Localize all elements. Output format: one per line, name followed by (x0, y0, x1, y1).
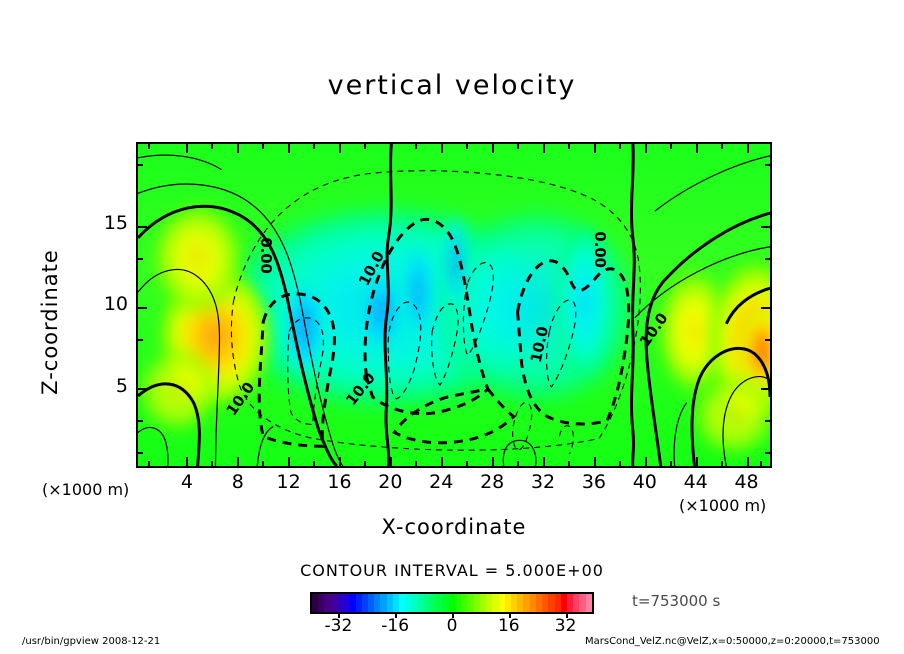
colorbar-swatch (566, 594, 574, 612)
colorbar-swatch (436, 594, 443, 612)
y-axis-title: Z-coordinate (38, 249, 62, 395)
colorbar-swatch (529, 594, 536, 612)
colorbar-swatch (560, 594, 567, 612)
colorbar-swatch (473, 594, 480, 612)
colorbar-swatch (542, 594, 549, 612)
colorbar-swatch (361, 594, 368, 612)
colorbar-swatch (380, 594, 387, 612)
colorbar-swatch (374, 594, 381, 612)
colorbar-swatch (330, 594, 337, 612)
colorbar-swatch (417, 594, 424, 612)
colorbar-tick-label-32: 32 (554, 616, 577, 636)
footer-dataset: MarsCond_VelZ.nc@VelZ,x=0:50000,z=0:2000… (585, 636, 880, 647)
colorbar-swatch (442, 594, 449, 612)
x-axis-unit-left: (×1000 m) (42, 480, 130, 499)
x-axis-unit-right: (×1000 m) (679, 496, 767, 515)
colorbar-swatch (324, 594, 331, 612)
colorbar-swatch (392, 594, 400, 612)
colorbar-swatch (411, 594, 418, 612)
colorbar-swatch (367, 594, 375, 612)
colorbar-swatch (535, 594, 543, 612)
colorbar-gradient[interactable] (310, 592, 594, 614)
colorbar-swatch (585, 594, 592, 612)
x-tick-label-40: 40 (632, 471, 657, 493)
colorbar-swatch (405, 594, 412, 612)
colorbar-tick (565, 614, 568, 618)
colorbar-swatch (517, 594, 524, 612)
x-tick-label-16: 16 (327, 471, 352, 493)
x-tick-label-32: 32 (530, 471, 556, 493)
colorbar-swatch (504, 594, 511, 612)
colorbar[interactable]: -32 -16 0 16 32 (310, 592, 594, 636)
colorbar-swatch (511, 594, 518, 612)
y-tick-label-15: 15 (103, 211, 128, 234)
colorbar-swatch (467, 594, 474, 612)
colorbar-tick-label--32: -32 (324, 616, 353, 636)
colorbar-tick (395, 614, 398, 618)
colorbar-swatch (312, 594, 319, 612)
contour-interval-caption: CONTOUR INTERVAL = 5.000E+00 (300, 561, 604, 580)
time-annotation: t=753000 s (632, 592, 721, 610)
colorbar-swatch (349, 594, 356, 612)
colorbar-swatch (548, 594, 555, 612)
x-tick-label-48: 48 (734, 471, 759, 493)
colorbar-swatch (579, 594, 586, 612)
x-axis-title: X-coordinate (381, 515, 527, 539)
x-tick-label-24: 24 (429, 471, 454, 493)
contour-value-label: 0.00 (257, 237, 275, 274)
colorbar-tick-label-16: 16 (497, 616, 520, 636)
colorbar-swatch (486, 594, 493, 612)
contour-value-label: 0.00 (591, 231, 609, 268)
contour-plot-area[interactable]: 0.00 10.0 10.0 10.0 0.00 10.0 10.0 (136, 142, 772, 468)
x-tick-label-4: 4 (180, 471, 193, 493)
x-tick-label-20: 20 (378, 471, 403, 493)
page-title: vertical velocity (327, 70, 577, 101)
colorbar-swatch (318, 594, 325, 612)
colorbar-swatch (430, 594, 437, 612)
colorbar-tick (452, 614, 454, 618)
colorbar-swatch (355, 594, 362, 612)
colorbar-swatch (423, 594, 431, 612)
colorbar-tick (338, 614, 341, 618)
colorbar-tick (508, 614, 511, 618)
colorbar-swatch (399, 594, 406, 612)
y-tick-label-5: 5 (115, 374, 128, 397)
colorbar-swatch (523, 594, 530, 612)
colorbar-swatch (455, 594, 462, 612)
x-tick-label-28: 28 (480, 471, 505, 493)
colorbar-swatch (343, 594, 350, 612)
colorbar-swatch (498, 594, 505, 612)
colorbar-swatch (461, 594, 468, 612)
x-tick-label-8: 8 (231, 471, 244, 493)
footer-command: /usr/bin/gpview 2008-12-21 (22, 636, 161, 647)
colorbar-swatch (573, 594, 580, 612)
x-tick-label-36: 36 (581, 471, 606, 493)
colorbar-swatch (479, 594, 487, 612)
x-tick-label-12: 12 (276, 471, 301, 493)
colorbar-swatch (554, 594, 561, 612)
y-tick-label-10: 10 (103, 293, 128, 315)
colorbar-swatch (492, 594, 499, 612)
colorbar-tick-label-0: 0 (446, 616, 458, 636)
colorbar-swatch (386, 594, 393, 612)
colorbar-swatch (448, 594, 456, 612)
colorbar-tick-label--16: -16 (381, 616, 410, 636)
x-tick-label-44: 44 (683, 471, 708, 493)
colorbar-swatch (336, 594, 344, 612)
